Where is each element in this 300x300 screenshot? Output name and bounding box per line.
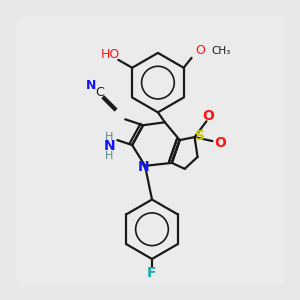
Text: N: N: [137, 160, 149, 174]
Text: C: C: [95, 86, 104, 99]
Text: CH₃: CH₃: [212, 46, 231, 56]
Text: S: S: [194, 129, 205, 143]
Text: F: F: [147, 266, 157, 280]
Text: O: O: [214, 136, 226, 150]
Text: HO: HO: [101, 48, 120, 62]
Text: N: N: [86, 79, 97, 92]
Text: O: O: [196, 44, 206, 57]
FancyBboxPatch shape: [16, 16, 284, 284]
Text: N: N: [103, 139, 115, 153]
Text: H: H: [105, 151, 114, 161]
Text: O: O: [202, 109, 214, 123]
Text: H: H: [105, 132, 114, 142]
